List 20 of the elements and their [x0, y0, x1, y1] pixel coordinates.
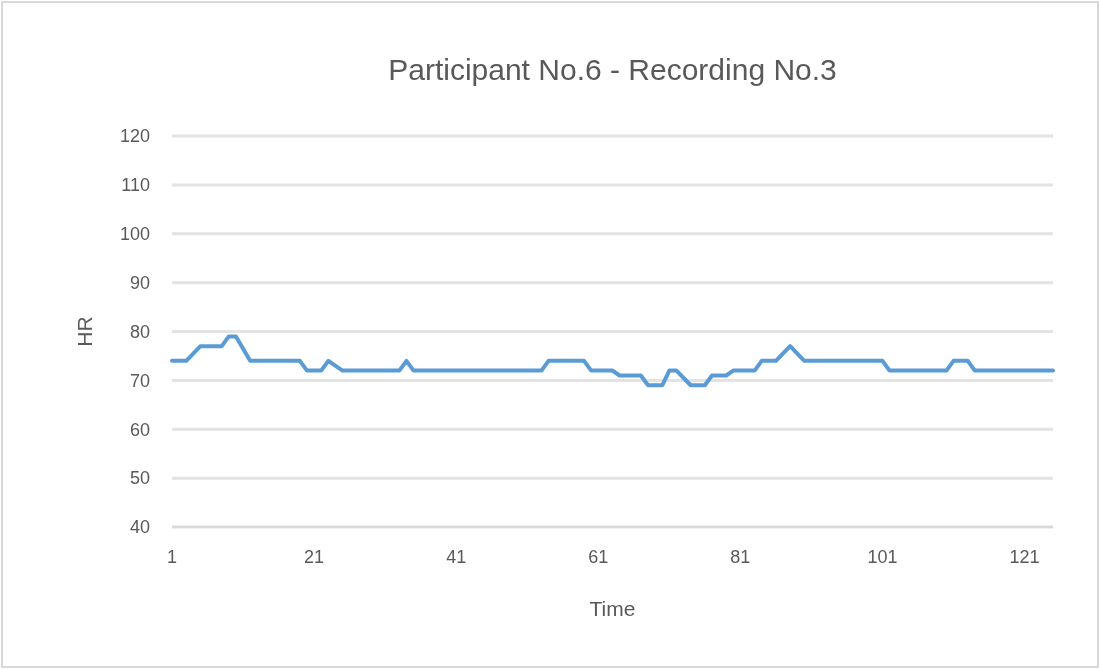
x-tick-label: 81: [730, 547, 751, 567]
x-tick-label: 121: [1009, 547, 1040, 567]
x-tick-label: 101: [867, 547, 898, 567]
y-tick-label: 70: [129, 370, 150, 391]
y-tick-label: 90: [129, 272, 150, 293]
line-series: [170, 334, 1055, 388]
chart-title: Participant No.6 - Recording No.3: [388, 53, 837, 86]
y-axis-title: HR: [73, 316, 96, 347]
y-tick-label: 50: [129, 468, 150, 489]
y-tick-label: 110: [121, 175, 150, 196]
x-tick-label: 21: [304, 547, 325, 567]
x-tick-label: 41: [446, 547, 467, 567]
y-tick-label: 60: [129, 419, 150, 440]
x-axis-title: Time: [589, 597, 636, 620]
y-tick-label: 80: [129, 321, 150, 342]
y-tick-label: 100: [119, 224, 150, 245]
x-tick-label: 1: [166, 547, 178, 567]
y-tick-label: 40: [129, 517, 150, 538]
y-tick-label: 120: [119, 126, 150, 147]
x-tick-label: 61: [588, 547, 609, 567]
